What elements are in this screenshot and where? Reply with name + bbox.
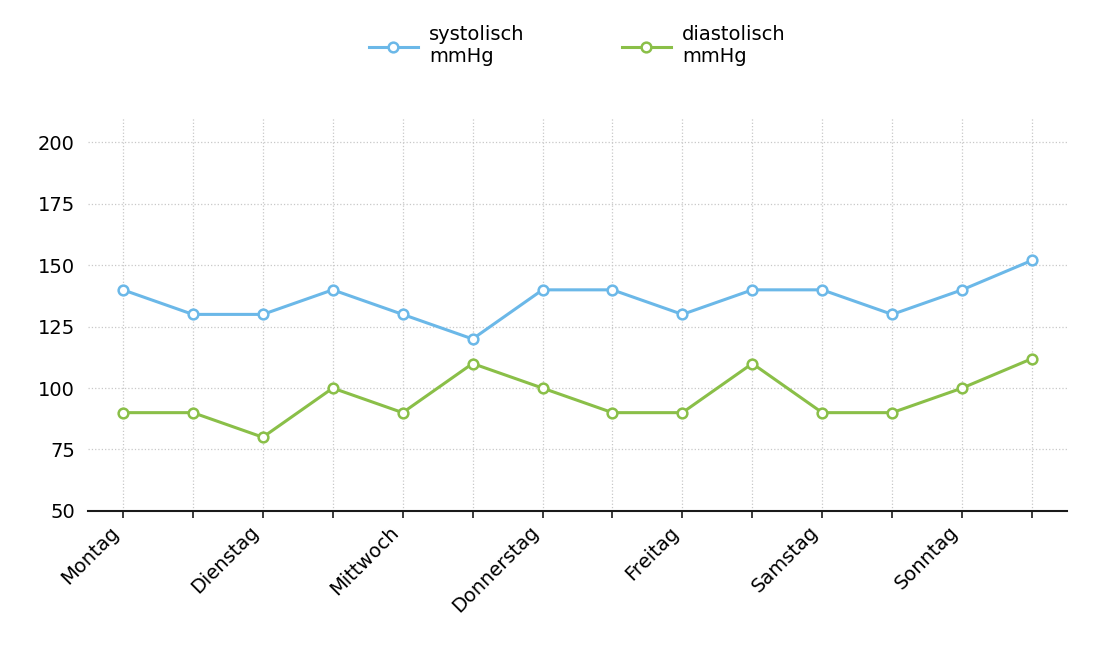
systolisch
mmHg [956,286,969,293]
systolisch
mmHg [1025,256,1038,264]
systolisch
mmHg [536,286,549,293]
diastolisch
mmHg [816,409,829,417]
systolisch
mmHg [675,310,689,318]
diastolisch
mmHg [396,409,409,417]
diastolisch
mmHg [117,409,130,417]
systolisch
mmHg [816,286,829,293]
Legend: systolisch
mmHg, diastolisch
mmHg: systolisch mmHg, diastolisch mmHg [361,18,794,74]
diastolisch
mmHg [606,409,619,417]
diastolisch
mmHg [186,409,199,417]
systolisch
mmHg [256,310,270,318]
diastolisch
mmHg [536,384,549,392]
diastolisch
mmHg [886,409,899,417]
Line: systolisch
mmHg: systolisch mmHg [118,255,1037,344]
diastolisch
mmHg [1025,354,1038,362]
diastolisch
mmHg [326,384,339,392]
systolisch
mmHg [606,286,619,293]
systolisch
mmHg [466,335,480,343]
systolisch
mmHg [746,286,759,293]
diastolisch
mmHg [466,360,480,367]
diastolisch
mmHg [746,360,759,367]
systolisch
mmHg [886,310,899,318]
diastolisch
mmHg [675,409,689,417]
systolisch
mmHg [117,286,130,293]
systolisch
mmHg [326,286,339,293]
diastolisch
mmHg [956,384,969,392]
systolisch
mmHg [396,310,409,318]
Line: diastolisch
mmHg: diastolisch mmHg [118,354,1037,442]
systolisch
mmHg [186,310,199,318]
diastolisch
mmHg [256,434,270,441]
